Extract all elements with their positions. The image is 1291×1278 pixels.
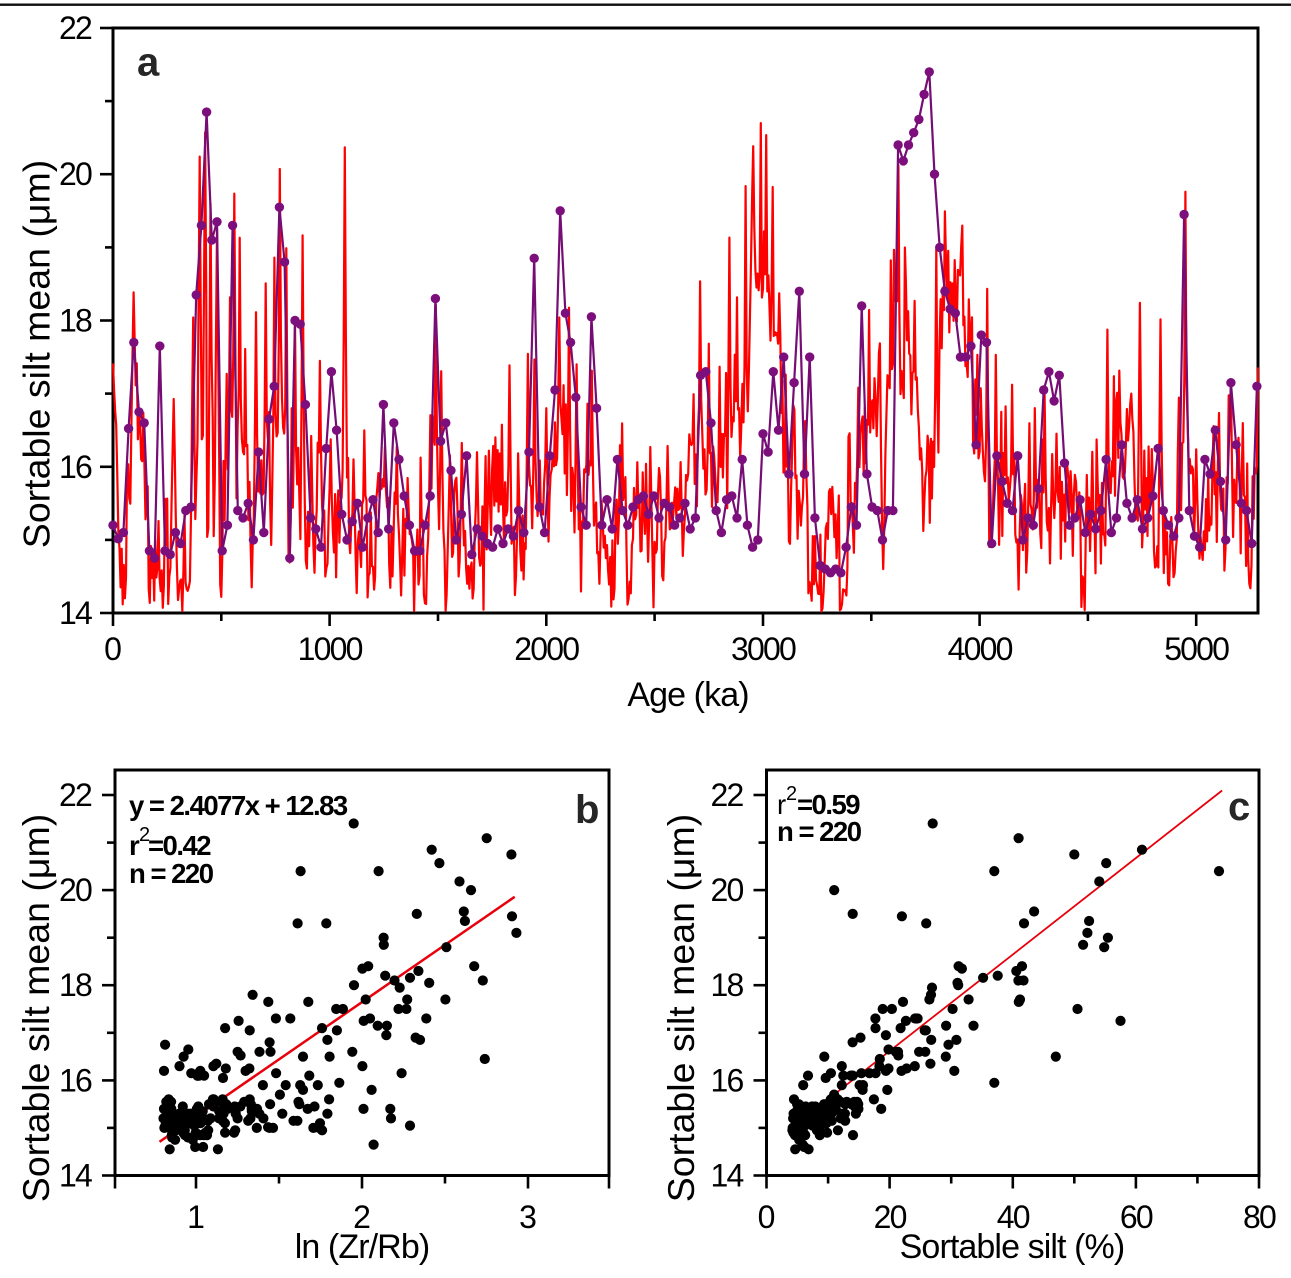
svg-text:20: 20	[874, 1199, 907, 1235]
svg-text:14: 14	[59, 595, 92, 631]
svg-text:ln (Zr/Rb): ln (Zr/Rb)	[295, 1228, 430, 1266]
svg-text:40: 40	[997, 1199, 1030, 1235]
svg-text:Sortable silt mean (μm): Sortable silt mean (μm)	[15, 160, 57, 548]
svg-text:=0.42: =0.42	[148, 830, 211, 861]
svg-text:3000: 3000	[731, 631, 796, 667]
svg-text:y = 2.4077x + 12.83: y = 2.4077x + 12.83	[129, 790, 348, 821]
svg-text:22: 22	[59, 777, 92, 813]
svg-text:18: 18	[711, 967, 744, 1003]
svg-text:Age (ka): Age (ka)	[627, 676, 748, 714]
svg-text:Sortable silt (%): Sortable silt (%)	[900, 1228, 1125, 1266]
svg-text:Sortable silt mean (μm): Sortable silt mean (μm)	[15, 814, 57, 1202]
svg-text:16: 16	[59, 1062, 92, 1098]
svg-text:b: b	[575, 788, 599, 832]
svg-text:1: 1	[187, 1199, 205, 1235]
svg-text:16: 16	[711, 1062, 744, 1098]
svg-text:4000: 4000	[948, 631, 1013, 667]
svg-text:n = 220: n = 220	[129, 858, 214, 889]
svg-text:14: 14	[711, 1158, 744, 1194]
svg-text:r: r	[777, 789, 786, 820]
svg-text:2000: 2000	[514, 631, 579, 667]
svg-text:a: a	[137, 41, 160, 85]
svg-text:16: 16	[59, 449, 92, 485]
svg-text:=0.59: =0.59	[797, 789, 860, 820]
svg-text:3: 3	[519, 1199, 537, 1235]
svg-text:2: 2	[786, 783, 797, 805]
svg-text:20: 20	[59, 156, 92, 192]
svg-text:18: 18	[59, 303, 92, 339]
svg-text:14: 14	[59, 1158, 92, 1194]
svg-text:20: 20	[711, 872, 744, 908]
svg-text:22: 22	[711, 777, 744, 813]
svg-text:2: 2	[139, 824, 150, 846]
svg-text:22: 22	[59, 10, 92, 46]
svg-text:5000: 5000	[1164, 631, 1229, 667]
svg-text:20: 20	[59, 872, 92, 908]
svg-text:80: 80	[1243, 1199, 1276, 1235]
svg-text:18: 18	[59, 967, 92, 1003]
svg-text:0: 0	[758, 1199, 776, 1235]
svg-text:n = 220: n = 220	[777, 816, 862, 847]
svg-text:1000: 1000	[298, 631, 363, 667]
svg-text:60: 60	[1120, 1199, 1153, 1235]
svg-text:c: c	[1228, 785, 1250, 829]
svg-text:Sortable silt mean (μm): Sortable silt mean (μm)	[660, 814, 702, 1202]
svg-text:2: 2	[353, 1199, 371, 1235]
svg-text:0: 0	[104, 631, 122, 667]
